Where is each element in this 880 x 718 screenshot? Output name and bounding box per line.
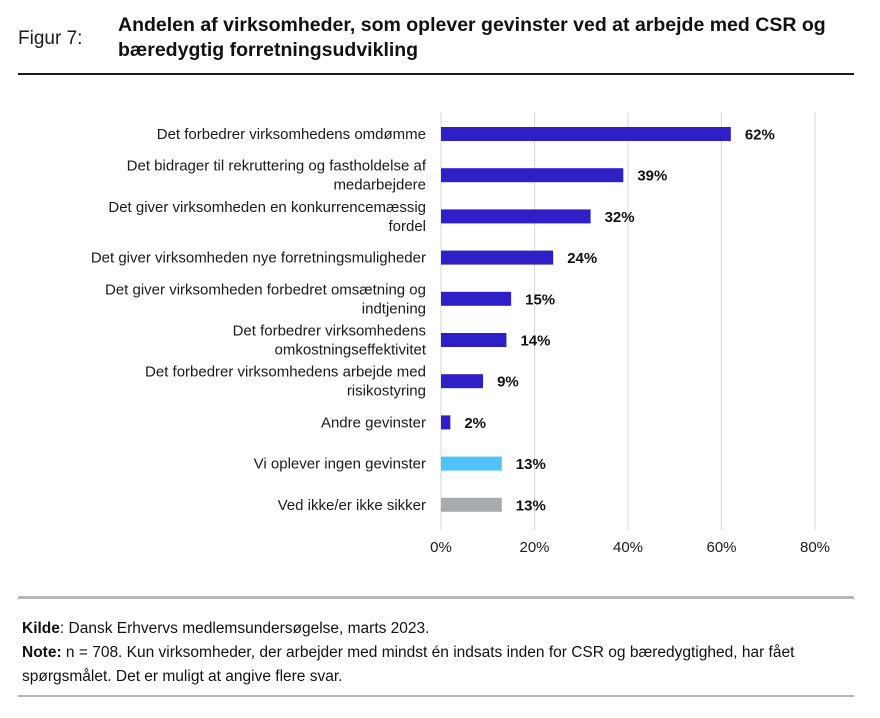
bar (441, 415, 451, 430)
value-label: 9% (497, 374, 519, 391)
value-label: 14% (520, 333, 550, 350)
note-line: Note: n = 708. Kun virksomheder, der arb… (22, 641, 852, 689)
x-tick-label: 0% (430, 539, 452, 556)
source-label: Kilde (22, 620, 60, 637)
chart-notes: Kilde: Dansk Erhvervs medlemsundersøgels… (22, 617, 852, 689)
figure-title: Andelen af virksomheder, som oplever gev… (118, 14, 826, 61)
category-label: Det giver virksomheden en konkurrencemæs… (108, 199, 426, 216)
bars (441, 127, 731, 512)
category-label: omkostningseffektivitet (275, 342, 427, 359)
x-tick-label: 80% (800, 539, 830, 556)
category-labels: Det forbedrer virksomhedens omdømme Det b… (91, 126, 427, 514)
note-label: Note: (22, 644, 62, 661)
value-label: 62% (745, 127, 775, 144)
note-text: n = 708. Kun virksomheder, der arbejder … (22, 644, 795, 685)
top-rule (18, 73, 854, 75)
category-label: Det giver virksomheden forbedret omsætni… (105, 281, 426, 298)
value-label: 13% (516, 456, 546, 473)
bar-chart: Det forbedrer virksomhedens omdømme Det b… (91, 112, 830, 556)
source-text: : Dansk Erhvervs medlemsundersøgelse, ma… (59, 620, 430, 637)
bar (441, 497, 502, 512)
x-axis-ticks: 0% 20% 40% 60% 80% (430, 539, 830, 556)
bar (441, 168, 624, 183)
category-label: Det forbedrer virksomhedens (233, 323, 426, 340)
category-label: Andre gevinster (321, 414, 426, 431)
x-tick-label: 60% (706, 539, 736, 556)
category-label: Det forbedrer virksomhedens omdømme (157, 126, 426, 143)
value-label: 24% (567, 250, 597, 267)
value-labels: 62% 39% 32% 24% 15% 14% 9% 2% 13% 13% (464, 127, 775, 515)
bar (441, 250, 554, 265)
category-label: Det giver virksomheden nye forretningsmu… (91, 250, 426, 267)
bar (441, 209, 591, 224)
category-label: Det forbedrer virksomhedens arbejde med (145, 364, 426, 381)
bar (441, 291, 512, 306)
category-label: fordel (388, 218, 426, 235)
x-tick-label: 20% (519, 539, 549, 556)
value-label: 13% (516, 497, 546, 514)
category-label: medarbejdere (333, 177, 426, 194)
bar (441, 127, 731, 141)
x-tick-label: 40% (613, 539, 643, 556)
category-label: Det bidrager til rekruttering og fasthol… (127, 158, 427, 175)
notes-divider (18, 596, 854, 599)
bar (441, 374, 484, 389)
category-label: Vi oplever ingen gevinster (254, 456, 426, 473)
category-label: risikostyring (347, 383, 426, 400)
category-label: Ved ikke/er ikke sikker (278, 497, 426, 514)
value-label: 15% (525, 291, 555, 308)
category-label: indtjening (362, 300, 426, 317)
value-label: 2% (464, 415, 486, 432)
bar (441, 333, 507, 347)
bottom-rule (18, 695, 854, 697)
value-label: 32% (605, 209, 635, 226)
source-line: Kilde: Dansk Erhvervs medlemsundersøgels… (22, 617, 852, 641)
bar (441, 456, 502, 471)
value-label: 39% (637, 168, 667, 185)
figure-label: Figur 7: (18, 28, 83, 49)
